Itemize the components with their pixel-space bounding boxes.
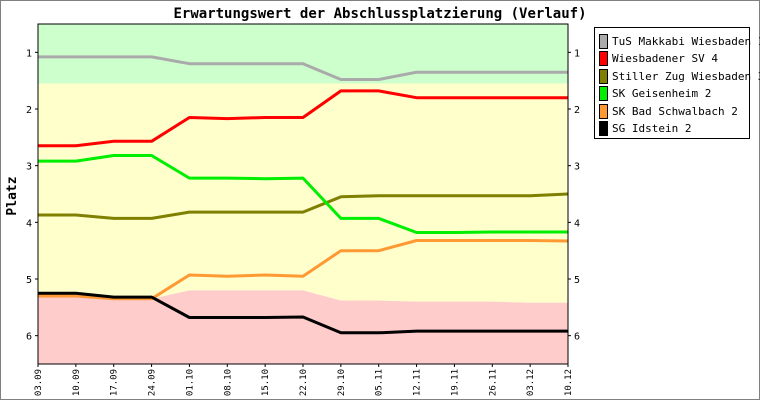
x-tick-label: 26.11 bbox=[488, 369, 498, 396]
legend-swatch bbox=[599, 86, 608, 101]
y-tick-label-right: 5 bbox=[574, 275, 580, 286]
x-tick-label: 24.09 bbox=[148, 369, 158, 396]
x-tick-label: 10.09 bbox=[72, 369, 82, 396]
legend-label: SK Bad Schwalbach 2 bbox=[612, 104, 738, 118]
x-tick-label: 03.09 bbox=[34, 369, 44, 396]
y-tick-label-right: 2 bbox=[574, 105, 580, 116]
legend-swatch bbox=[599, 51, 608, 66]
series-line-3 bbox=[38, 192, 569, 220]
legend-swatch bbox=[599, 33, 608, 49]
legend-item: Wiesbadener SV 4 bbox=[599, 51, 718, 67]
y-axis-ticks: 1 1 2 2 3 3 4 4 5 5 6 6 bbox=[26, 48, 580, 342]
legend-item: SK Geisenheim 2 bbox=[599, 86, 711, 102]
series-line-6 bbox=[38, 291, 568, 335]
y-tick-label-left: 5 bbox=[26, 275, 32, 286]
legend-item: Stiller Zug Wiesbaden 3 bbox=[599, 68, 760, 84]
y-tick-label-left: 2 bbox=[26, 105, 32, 116]
series-lines bbox=[38, 55, 569, 335]
x-axis-ticks: 03.09 10.09 17.09 24.09 01.10 08.10 15.10 22.10… bbox=[34, 364, 574, 396]
background-zone-1 bbox=[38, 24, 568, 84]
y-tick-label-left: 1 bbox=[26, 48, 32, 59]
y-tick-label-left: 4 bbox=[26, 218, 32, 229]
legend-item: SK Bad Schwalbach 2 bbox=[599, 103, 738, 119]
legend-item: SG Idstein 2 bbox=[599, 121, 691, 137]
series-line-2 bbox=[38, 89, 568, 148]
legend-label: Stiller Zug Wiesbaden 3 bbox=[612, 69, 760, 83]
legend-item: TuS Makkabi Wiesbaden 1 bbox=[599, 33, 760, 49]
y-tick-label-right: 6 bbox=[574, 332, 580, 343]
legend-swatch bbox=[599, 68, 608, 84]
background-zone-2 bbox=[38, 83, 568, 303]
x-tick-label: 03.12 bbox=[526, 369, 536, 396]
legend-label: TuS Makkabi Wiesbaden 1 bbox=[612, 34, 760, 48]
x-tick-label: 12.11 bbox=[413, 369, 423, 396]
x-tick-label: 17.09 bbox=[110, 369, 120, 396]
x-tick-label: 29.10 bbox=[337, 369, 347, 396]
legend-label: SK Geisenheim 2 bbox=[612, 87, 712, 100]
y-tick-label-right: 4 bbox=[574, 218, 580, 229]
plot-area-border bbox=[37, 23, 569, 365]
legend-swatch bbox=[599, 121, 608, 136]
series-line-5 bbox=[38, 239, 569, 301]
y-axis-label: Platz bbox=[5, 176, 20, 215]
x-tick-label: 22.10 bbox=[299, 369, 309, 396]
chart-title: Erwartungswert der Abschlussplatzierung … bbox=[173, 6, 586, 22]
x-tick-label: 05.11 bbox=[375, 369, 385, 396]
x-tick-label: 15.10 bbox=[261, 369, 271, 396]
series-line-4 bbox=[38, 154, 568, 234]
y-tick-label-left: 3 bbox=[26, 162, 32, 173]
legend-label: Wiesbadener SV 4 bbox=[612, 52, 718, 65]
y-tick-label-right: 3 bbox=[574, 162, 580, 173]
x-tick-label: 08.10 bbox=[223, 369, 233, 396]
legend: TuS Makkabi Wiesbaden 1 Wiesbadener SV 4 S… bbox=[594, 27, 760, 139]
legend-swatch bbox=[599, 103, 608, 119]
y-tick-label-right: 1 bbox=[574, 48, 580, 59]
x-tick-label: 19.11 bbox=[450, 369, 460, 396]
x-tick-label: 10.12 bbox=[564, 369, 574, 396]
background-zones bbox=[38, 24, 568, 364]
series-line-1 bbox=[38, 55, 568, 81]
y-tick-label-left: 6 bbox=[26, 332, 32, 343]
legend-label: SG Idstein 2 bbox=[612, 122, 692, 135]
x-tick-label: 01.10 bbox=[185, 369, 195, 396]
